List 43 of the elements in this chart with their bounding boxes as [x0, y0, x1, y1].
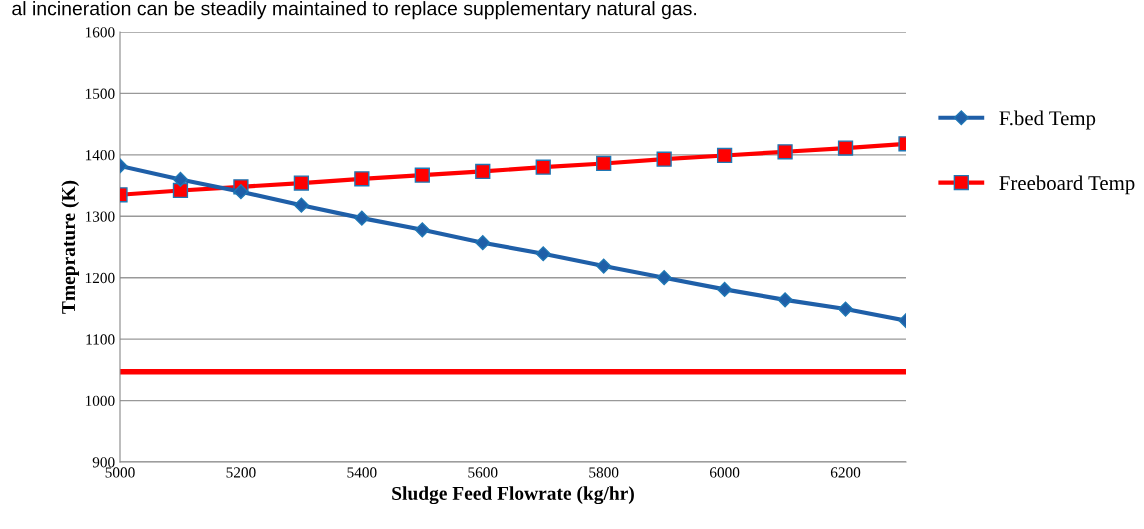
point — [837, 140, 854, 156]
point — [837, 301, 854, 317]
y-tick-label: 1600 — [85, 27, 115, 38]
point — [172, 182, 189, 199]
point — [656, 151, 672, 167]
point — [475, 163, 491, 180]
x-tick-label: 6200 — [830, 467, 861, 478]
legend-label: Freeboard Temp — [999, 175, 1135, 195]
point — [717, 281, 733, 297]
point — [535, 246, 551, 262]
point — [656, 270, 672, 286]
y-tick-label: 1500 — [85, 88, 115, 99]
x-tick-label: 5200 — [226, 467, 256, 478]
text: al incineration can be steadily maintained to replace supplementary natural gas. — [12, 1, 697, 20]
point — [596, 258, 612, 274]
y-tick-label: 1100 — [86, 334, 115, 345]
point — [293, 197, 309, 213]
x-tick-label: 6000 — [709, 467, 740, 478]
point — [475, 235, 491, 251]
point — [172, 171, 189, 187]
point — [535, 159, 551, 175]
point — [354, 210, 370, 226]
x-tick-label: 5400 — [347, 467, 377, 478]
x-tick-label: 5600 — [468, 467, 498, 478]
point — [716, 147, 733, 164]
point — [354, 171, 370, 187]
y-tick-label: 1400 — [85, 150, 115, 161]
point — [596, 155, 612, 172]
x-tick-label: 5000 — [105, 467, 135, 478]
x-axis-title: Sludge Feed Flowrate (kg/hr) — [392, 486, 634, 505]
point — [233, 184, 249, 200]
point — [777, 144, 793, 160]
y-axis-title: Tmeprature (K) — [61, 180, 80, 314]
y-tick-label: 1300 — [85, 211, 115, 222]
point — [414, 222, 430, 238]
point — [414, 167, 430, 183]
y-tick-label: 1000 — [85, 395, 115, 407]
y-tick-label: 900 — [92, 457, 115, 468]
point — [777, 292, 793, 308]
y-tick-label: 1200 — [85, 272, 115, 284]
x-tick-label: 5800 — [589, 467, 619, 478]
legend-label: F.bed Temp — [999, 110, 1096, 130]
point — [293, 175, 310, 191]
